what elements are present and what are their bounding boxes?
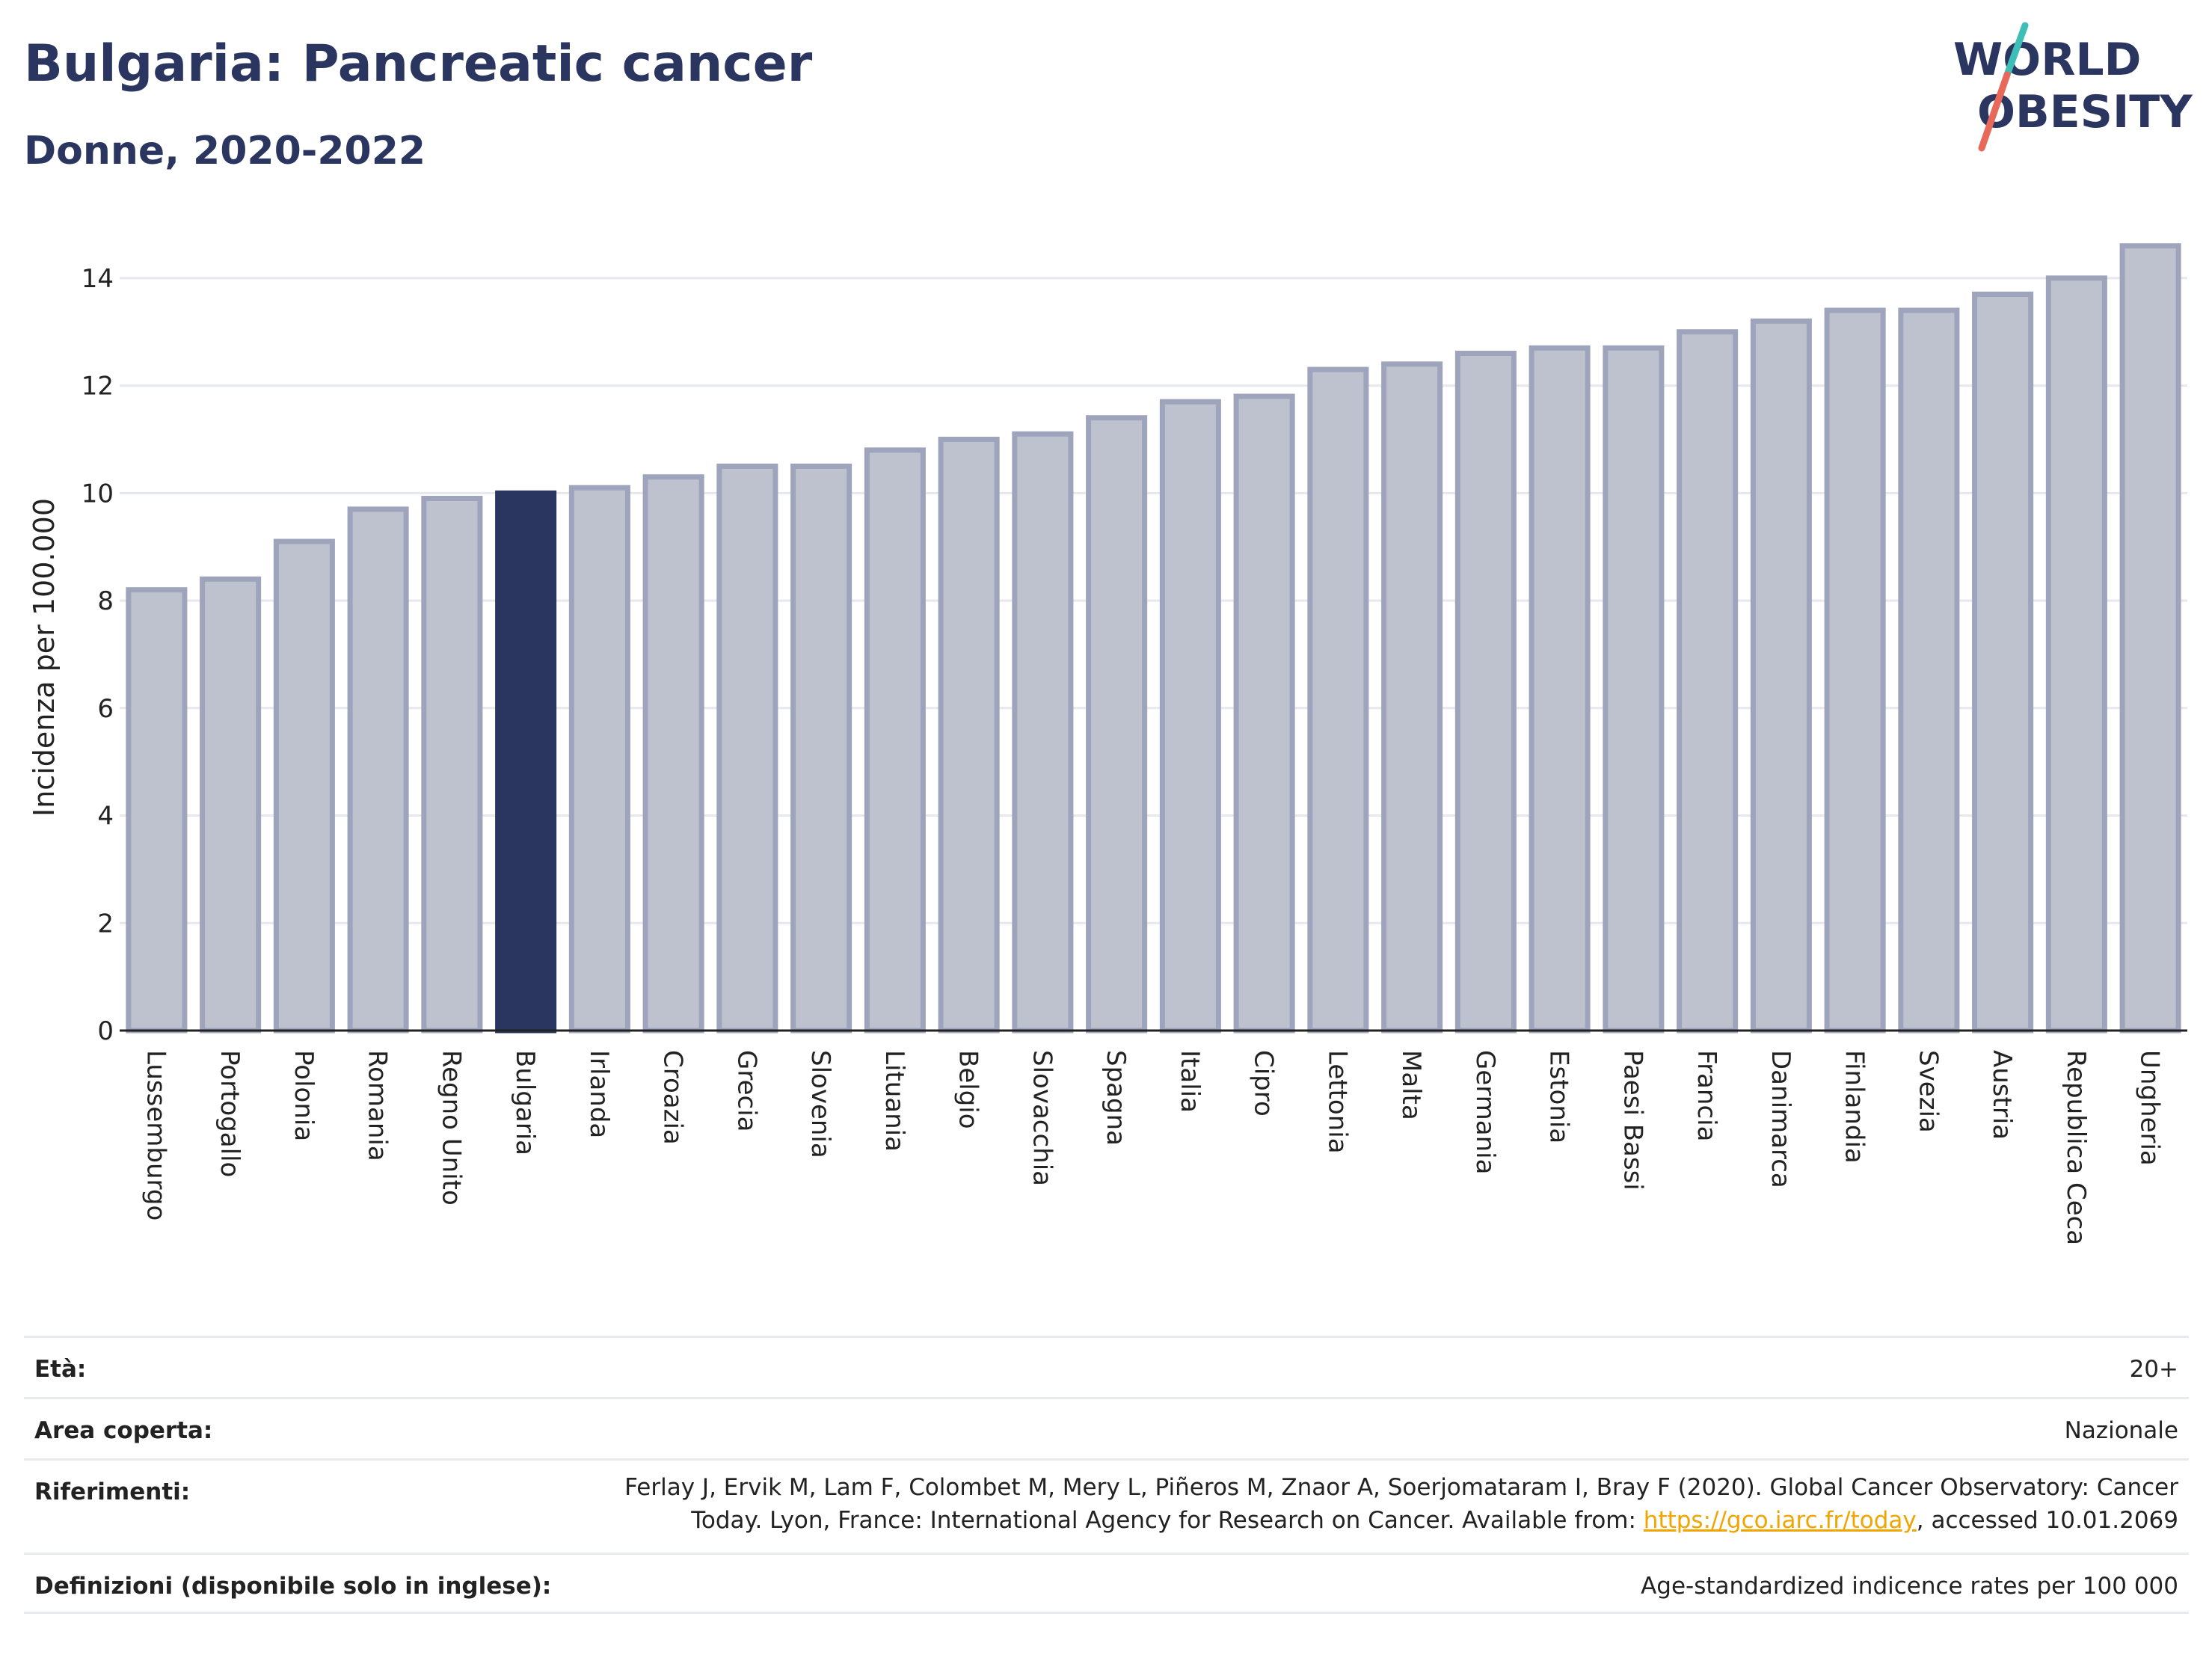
bar bbox=[347, 506, 409, 1034]
bar bbox=[421, 496, 483, 1034]
x-tick-label: Spagna bbox=[1101, 1050, 1131, 1146]
x-tick-label: Polonia bbox=[289, 1050, 319, 1141]
y-tick-label: 10 bbox=[82, 479, 114, 509]
y-tick-label: 4 bbox=[97, 802, 114, 832]
x-tick-label: Ungheria bbox=[2135, 1050, 2165, 1166]
x-tick-label: Lettonia bbox=[1322, 1050, 1352, 1154]
y-tick-label: 12 bbox=[82, 372, 114, 402]
y-tick-label: 8 bbox=[97, 586, 114, 616]
x-tick-label: Francia bbox=[1692, 1050, 1721, 1141]
x-tick-label: Republica Ceca bbox=[2061, 1050, 2091, 1245]
y-tick-label: 0 bbox=[97, 1016, 114, 1046]
x-tick-label: Portogallo bbox=[215, 1050, 245, 1177]
logo-word-world: WORLD bbox=[1953, 34, 2141, 86]
x-tick-label: Austria bbox=[1987, 1050, 2017, 1140]
references-value: Ferlay J, Ervik M, Lam F, Colombet M, Me… bbox=[608, 1461, 2178, 1537]
bar bbox=[864, 447, 926, 1034]
bar bbox=[1750, 318, 1812, 1034]
x-tick-label: Grecia bbox=[731, 1050, 761, 1132]
bar bbox=[1677, 329, 1739, 1034]
bar bbox=[716, 463, 778, 1034]
bar bbox=[1529, 345, 1591, 1034]
bar-chart: 0 2 4 6 8 10 12 14 Incidenza per 100.000 Lussembu… bbox=[28, 243, 2187, 1245]
x-tick-label: Bulgaria bbox=[510, 1050, 540, 1155]
info-row-references: Riferimenti: Ferlay J, Ervik M, Lam F, C… bbox=[24, 1458, 2189, 1553]
x-tick-label: Croazia bbox=[658, 1050, 688, 1145]
x-tick-label: Romania bbox=[363, 1050, 393, 1161]
bar bbox=[1159, 399, 1221, 1034]
page-title: Bulgaria: Pancreatic cancer bbox=[24, 34, 813, 93]
x-tick-label: Malta bbox=[1396, 1050, 1426, 1120]
world-obesity-logo: WORLD OBESITY bbox=[1953, 22, 2193, 152]
x-tick-label: Lituania bbox=[879, 1050, 909, 1152]
logo-word-obesity: OBESITY bbox=[1977, 86, 2193, 138]
bar bbox=[1086, 415, 1148, 1034]
x-tick-label: Finlandia bbox=[1840, 1050, 1870, 1164]
x-tick-label: Slovenia bbox=[805, 1050, 835, 1158]
x-tick-label: Paesi Bassi bbox=[1617, 1050, 1647, 1191]
x-tick-label: Estonia bbox=[1544, 1050, 1574, 1143]
area-value: Nazionale bbox=[2064, 1417, 2178, 1444]
definitions-value: Age-standardized indicence rates per 100… bbox=[1641, 1573, 2178, 1600]
references-accessed: , accessed 10.01.2069 bbox=[1916, 1507, 2178, 1534]
logo-slash-teal bbox=[2003, 22, 2029, 79]
bar bbox=[2045, 275, 2107, 1034]
info-row-age: Età: 20+ bbox=[24, 1336, 2189, 1397]
bar bbox=[1454, 350, 1517, 1034]
bar bbox=[495, 490, 557, 1034]
bar bbox=[568, 485, 630, 1034]
x-tick-label: Germania bbox=[1470, 1050, 1500, 1174]
x-tick-label: Belgio bbox=[953, 1050, 983, 1129]
bar bbox=[1233, 393, 1295, 1034]
references-label: Riferimenti: bbox=[34, 1479, 191, 1505]
x-tick-label: Cipro bbox=[1249, 1050, 1279, 1117]
info-table: Età: 20+ Area coperta: Nazionale Riferim… bbox=[24, 1336, 2189, 1614]
bar bbox=[126, 587, 188, 1034]
x-tick-label: Italia bbox=[1175, 1050, 1205, 1113]
bar bbox=[1381, 361, 1443, 1034]
bar bbox=[1824, 307, 1886, 1034]
x-tick-label: Svezia bbox=[1913, 1050, 1943, 1133]
x-tick-label: Irlanda bbox=[584, 1050, 614, 1138]
bar bbox=[2119, 243, 2181, 1034]
references-text: Ferlay J, Ervik M, Lam F, Colombet M, Me… bbox=[624, 1474, 2178, 1534]
x-tick-label: Danimarca bbox=[1766, 1050, 1795, 1188]
area-label: Area coperta: bbox=[34, 1417, 213, 1444]
bar bbox=[1898, 307, 1960, 1034]
references-link[interactable]: https://gco.iarc.fr/today bbox=[1643, 1507, 1917, 1534]
page-subtitle: Donne, 2020-2022 bbox=[24, 129, 426, 174]
bar bbox=[642, 474, 704, 1034]
x-tick-label: Slovacchia bbox=[1027, 1050, 1057, 1186]
bar bbox=[790, 463, 852, 1034]
bar bbox=[1307, 366, 1369, 1034]
y-tick-label: 14 bbox=[82, 264, 114, 294]
bar bbox=[273, 538, 335, 1034]
age-label: Età: bbox=[34, 1356, 87, 1383]
bar bbox=[200, 576, 262, 1034]
definitions-label: Definizioni (disponibile solo in inglese… bbox=[34, 1573, 552, 1600]
bar bbox=[1603, 345, 1665, 1034]
y-axis-label: Incidenza per 100.000 bbox=[28, 498, 61, 817]
y-tick-label: 2 bbox=[97, 909, 114, 939]
bar bbox=[1972, 291, 2034, 1034]
x-tick-label: Lussemburgo bbox=[141, 1050, 170, 1220]
info-row-definitions: Definizioni (disponibile solo in inglese… bbox=[24, 1553, 2189, 1614]
logo-slash-coral bbox=[1978, 71, 2011, 152]
bar bbox=[938, 436, 1000, 1034]
age-value: 20+ bbox=[2129, 1356, 2178, 1383]
x-tick-label: Regno Unito bbox=[436, 1050, 466, 1206]
bar bbox=[1012, 431, 1074, 1034]
y-tick-label: 6 bbox=[97, 694, 114, 724]
info-row-area: Area coperta: Nazionale bbox=[24, 1397, 2189, 1458]
